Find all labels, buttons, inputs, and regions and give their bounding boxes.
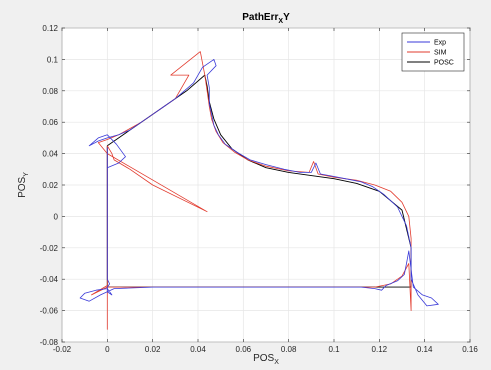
y-tick-label: 0.06 bbox=[42, 118, 58, 127]
x-tick-label: 0.02 bbox=[145, 345, 161, 354]
x-tick-label: 0.08 bbox=[281, 345, 297, 354]
y-axis-label: POSY bbox=[17, 172, 30, 198]
legend-label-sim: SIM bbox=[434, 50, 447, 57]
grid bbox=[61, 27, 471, 343]
y-tick-label: -0.08 bbox=[40, 338, 59, 347]
x-axis-label: POSX bbox=[253, 353, 279, 366]
x-tick-label: 0.12 bbox=[372, 345, 388, 354]
y-tick-label: -0.04 bbox=[40, 275, 59, 284]
y-label-main: POS bbox=[17, 176, 28, 197]
y-tick-label: 0.12 bbox=[42, 24, 58, 33]
series-layer bbox=[79, 51, 439, 330]
x-tick-label: -0.02 bbox=[53, 345, 72, 354]
series-line-exp bbox=[79, 59, 439, 307]
x-label-subscript: X bbox=[274, 359, 279, 366]
x-tick-label: 0.04 bbox=[190, 345, 206, 354]
title-subscript: X bbox=[278, 18, 283, 25]
legend: Exp SIM POSC bbox=[401, 32, 465, 72]
x-tick-label: 0.16 bbox=[462, 345, 478, 354]
x-tick-label: 0.1 bbox=[328, 345, 340, 354]
legend-label-posc: POSC bbox=[434, 60, 454, 67]
x-tick-label: 0.06 bbox=[236, 345, 252, 354]
legend-label-exp: Exp bbox=[434, 40, 446, 47]
y-tick-label: -0.02 bbox=[40, 244, 59, 253]
chart-title: PathErrXY bbox=[242, 12, 290, 25]
y-label-subscript: Y bbox=[23, 172, 30, 177]
ticks: -0.02 0 0.02 0.04 0.06 0.08 0.1 0.12 0.14 0.16 -0.… bbox=[40, 24, 479, 354]
x-tick-label: 0.14 bbox=[417, 345, 433, 354]
title-main: PathErr bbox=[242, 12, 278, 23]
y-tick-label: 0 bbox=[54, 212, 59, 221]
title-tail: Y bbox=[283, 12, 290, 23]
x-label-main: POS bbox=[253, 353, 274, 364]
x-tick-label: 0 bbox=[105, 345, 110, 354]
y-tick-label: 0.1 bbox=[47, 55, 59, 64]
y-tick-label: 0.08 bbox=[42, 87, 58, 96]
y-tick-label: 0.02 bbox=[42, 181, 58, 190]
y-tick-label: 0.04 bbox=[42, 150, 58, 159]
y-tick-label: -0.06 bbox=[40, 307, 59, 316]
